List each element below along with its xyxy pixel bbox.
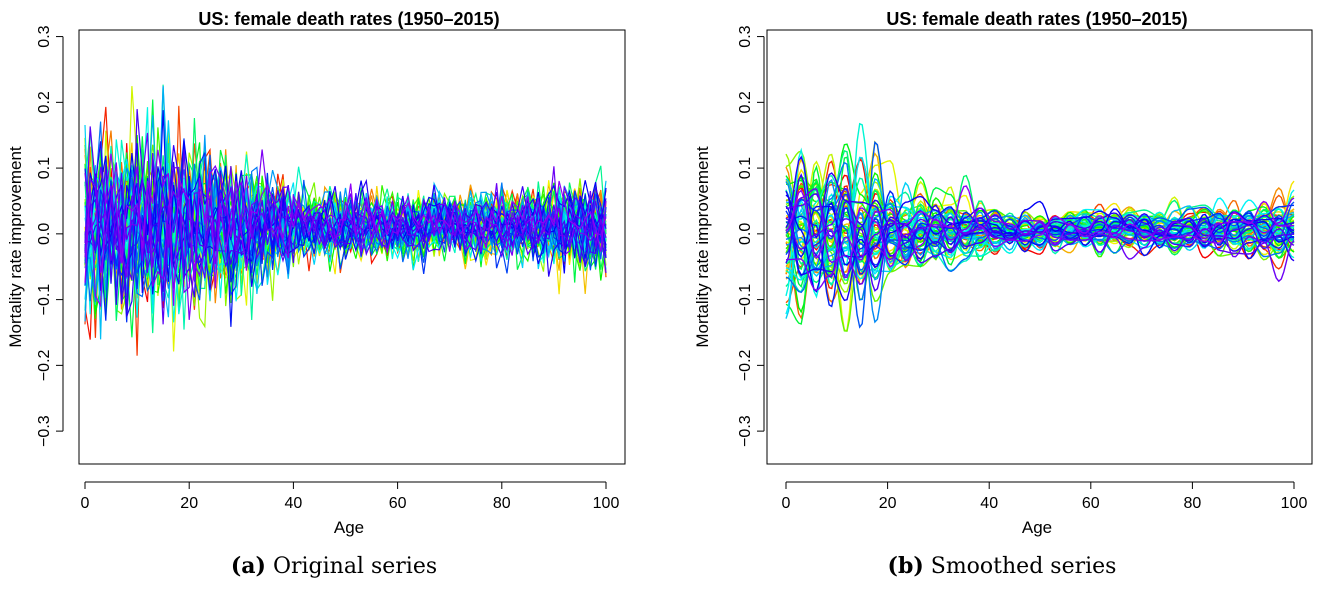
caption-text: Original series [272,554,438,579]
chart-panel-original: US: female death rates (1950–2015) 0 20 40… [0,9,668,579]
x-tick-label: 80 [1184,495,1202,512]
y-tick-label: 0.3 [737,25,754,47]
chart-title: US: female death rates (1950–2015) [198,9,499,29]
series-line [785,190,1295,302]
y-axis: −0.3 −0.2 −0.1 0.0 0.1 0.2 0.3 [36,25,64,447]
plot-frame [78,29,626,465]
y-tick-label: 0.0 [36,223,53,245]
series-line [84,145,607,312]
x-tick-label: 40 [980,495,998,512]
caption-tag: (a) [230,553,266,579]
figure-caption: (b) Smoothed series [668,553,1336,579]
series-line [785,197,1295,292]
series-line [785,185,1294,279]
y-axis: −0.3 −0.2 −0.1 0.0 0.1 0.2 0.3 [737,25,765,447]
series-line [785,194,1295,293]
caption-tag: (b) [887,553,924,579]
plot-frame [766,29,1313,465]
x-tick-label: 100 [1281,495,1308,512]
series-line [84,141,607,317]
x-tick-label: 20 [180,495,198,512]
y-tick-label: −0.2 [36,349,53,381]
x-tick-label: 60 [1082,495,1100,512]
y-axis-label: Mortality rate improvement [693,146,712,348]
x-tick-label: 0 [81,495,90,512]
y-tick-label: 0.3 [36,25,53,47]
x-tick-label: 0 [782,495,791,512]
series-group [84,84,607,356]
y-axis-label: Mortality rate improvement [6,146,25,348]
caption-text: Smoothed series [930,554,1117,579]
y-tick-label: 0.1 [737,157,754,179]
series-line [84,149,607,320]
series-line [785,188,1295,294]
series-line [84,109,607,305]
series-line [785,187,1295,257]
y-tick-label: −0.3 [36,415,53,447]
x-axis: 0 20 40 60 80 100 [81,481,620,512]
chart-original: US: female death rates (1950–2015) 0 20 40… [6,9,626,537]
y-tick-label: −0.2 [737,349,754,381]
x-tick-label: 20 [879,495,897,512]
x-tick-label: 80 [493,495,511,512]
y-tick-label: 0.0 [737,223,754,245]
series-line [84,149,607,308]
chart-smoothed: US: female death rates (1950–2015) 0 20 40… [693,9,1313,537]
y-tick-label: −0.3 [737,415,754,447]
series-line [785,178,1295,324]
x-axis-label: Age [1022,518,1052,537]
x-tick-label: 60 [389,495,407,512]
chart-panel-smoothed: US: female death rates (1950–2015) 0 20 40… [668,0,1336,589]
y-tick-label: 0.2 [737,91,754,113]
series-line [785,188,1295,285]
x-tick-label: 100 [593,495,620,512]
chart-title: US: female death rates (1950–2015) [886,9,1187,29]
x-axis-label: Age [334,518,364,537]
series-group [785,122,1295,332]
y-tick-label: −0.1 [36,284,53,316]
x-tick-label: 40 [285,495,303,512]
y-tick-label: 0.2 [36,91,53,113]
y-tick-label: 0.1 [36,157,53,179]
figure-caption: (a) Original series [0,553,668,579]
y-tick-label: −0.1 [737,284,754,316]
x-axis: 0 20 40 60 80 100 [782,481,1308,512]
